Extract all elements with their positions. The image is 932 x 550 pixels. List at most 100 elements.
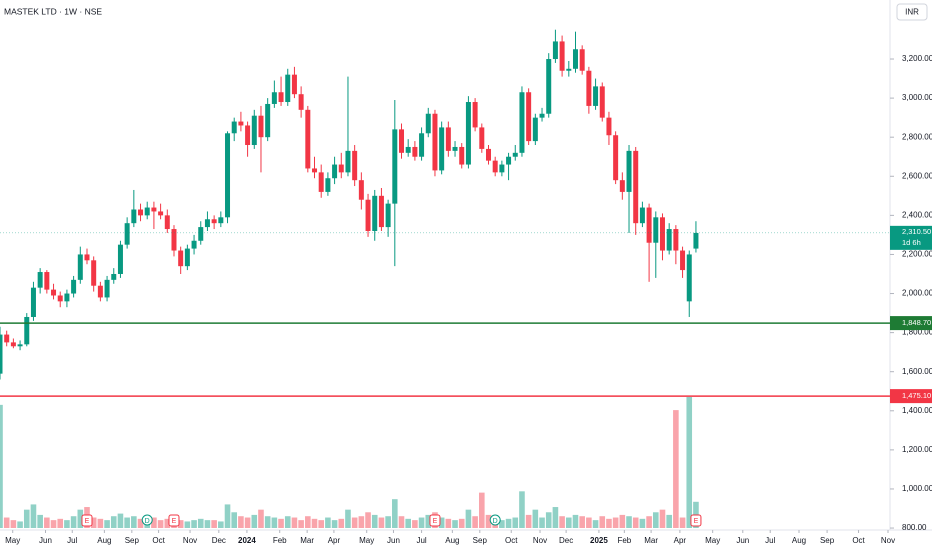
volume-bar [191, 520, 197, 528]
volume-bar [539, 517, 545, 528]
volume-bar [70, 516, 77, 528]
volume-bar [445, 518, 452, 528]
volume-bar [157, 520, 164, 528]
volume-bar [619, 514, 626, 528]
candle-body [472, 102, 478, 128]
volume-bar [131, 516, 137, 528]
currency[interactable]: INR [905, 8, 919, 17]
candle-body [512, 152, 518, 157]
event-label: D [145, 518, 150, 525]
candle-body [332, 164, 338, 179]
event-icon [168, 514, 180, 527]
candle-body [77, 254, 83, 280]
volume-bar [572, 514, 579, 528]
candle-body [552, 41, 558, 60]
candle-body [211, 219, 217, 224]
y-tick-label: 1,600.00 [902, 367, 932, 376]
volume-bar [485, 514, 492, 528]
y-tick-label: 2,000.00 [902, 289, 932, 298]
candle-body [659, 217, 665, 251]
candle-body [526, 92, 532, 142]
event-label: E [433, 518, 438, 525]
candle-body [593, 86, 599, 106]
volume-bar [10, 520, 17, 528]
volume-bar [30, 504, 37, 528]
volume-bar [258, 509, 264, 528]
level-label: 1,848.70 [902, 318, 931, 327]
volume-bar [499, 520, 505, 528]
level-label: 1,475.10 [902, 391, 931, 400]
y-tick-label: 3,200.00 [902, 54, 932, 63]
x-tick-label: May [705, 536, 720, 545]
volume-bar [592, 520, 599, 528]
x-tick-label: Jul [416, 536, 426, 545]
volume-bar [686, 397, 693, 528]
y-tick-label: 2,800.00 [902, 132, 932, 141]
candle-body [271, 92, 277, 104]
volume-bar [338, 518, 345, 528]
event-label: E [172, 518, 177, 525]
candle-body [485, 148, 491, 161]
x-tick-label: Jun [387, 536, 400, 545]
volume-bar [452, 520, 458, 528]
volume-bar [639, 518, 646, 528]
candle-body [619, 180, 625, 192]
volume-bar [632, 517, 639, 528]
candle-body [399, 129, 405, 153]
last-price-box [890, 225, 932, 250]
candle-body [231, 121, 237, 134]
candle-body [291, 74, 297, 95]
candle-body [91, 260, 97, 286]
x-tick-label: Sep [125, 536, 140, 545]
x-tick-label: Sep [473, 536, 488, 545]
volume-bar [0, 404, 3, 528]
candle-body [686, 254, 692, 302]
candle-body [352, 150, 358, 181]
candle-body [626, 150, 632, 192]
volume-bar [599, 516, 606, 528]
candle-body [0, 334, 3, 374]
volume-bar [679, 517, 686, 528]
candle-body [639, 207, 645, 224]
candle-body [124, 223, 130, 245]
candle-body [465, 102, 471, 165]
volume-bar [345, 509, 351, 528]
volume-bar [311, 518, 318, 528]
event-label: D [493, 518, 498, 525]
candle-body [218, 217, 224, 224]
candle-body [439, 127, 445, 171]
x-tick-label: Oct [505, 536, 518, 545]
y-tick-label: 2,400.00 [902, 210, 932, 219]
candle-body [392, 129, 398, 204]
x-tick-label: May [359, 536, 374, 545]
candle-body [646, 207, 652, 243]
candle-body [492, 160, 498, 173]
volume-bar [552, 507, 559, 528]
volume-bar [666, 514, 672, 528]
x-tick-label: Apr [674, 536, 687, 545]
candle-body [338, 164, 344, 173]
candle-body [138, 209, 144, 216]
currency-box[interactable] [896, 3, 928, 21]
volume-bar [251, 514, 258, 528]
x-tick-label: Apr [328, 536, 341, 545]
candle-body [372, 195, 378, 231]
event-label: E [85, 518, 90, 525]
candle-body [693, 232, 699, 249]
volume-bar [458, 518, 465, 528]
x-tick-label: Aug [792, 536, 806, 545]
volume-bar [264, 516, 271, 528]
candle-body [37, 272, 43, 288]
candle-body [84, 254, 90, 261]
candle-body [204, 219, 210, 228]
candle-body [144, 207, 150, 216]
volume-bar [586, 517, 592, 528]
candle-body [178, 250, 184, 267]
volume-bar [151, 517, 157, 528]
candle-body [613, 135, 619, 181]
candle-body [158, 211, 164, 216]
x-tick-label: Aug [97, 536, 111, 545]
volume-bar [50, 520, 57, 528]
candle-body [164, 215, 170, 230]
